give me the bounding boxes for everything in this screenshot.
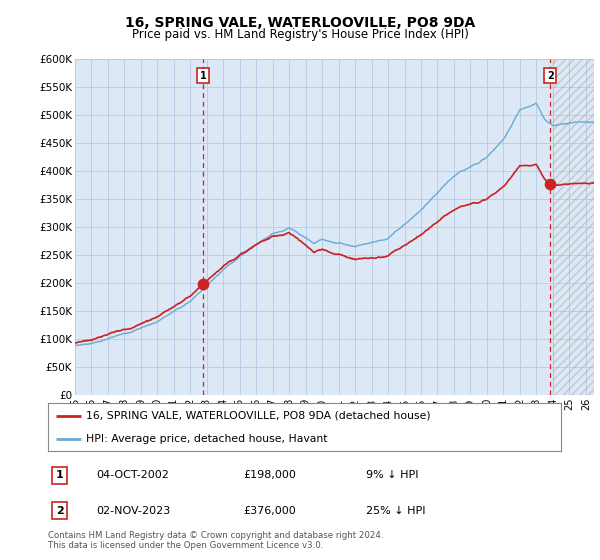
Text: 16, SPRING VALE, WATERLOOVILLE, PO8 9DA (detached house): 16, SPRING VALE, WATERLOOVILLE, PO8 9DA … (86, 410, 431, 421)
Text: 1: 1 (200, 71, 206, 81)
Text: 25% ↓ HPI: 25% ↓ HPI (366, 506, 425, 516)
Text: 2: 2 (56, 506, 64, 516)
Text: 16, SPRING VALE, WATERLOOVILLE, PO8 9DA: 16, SPRING VALE, WATERLOOVILLE, PO8 9DA (125, 16, 475, 30)
Text: £376,000: £376,000 (243, 506, 296, 516)
Text: 02-NOV-2023: 02-NOV-2023 (97, 506, 171, 516)
Point (545, 180, 555, 189)
Text: 9% ↓ HPI: 9% ↓ HPI (366, 470, 419, 480)
Text: 04-OCT-2002: 04-OCT-2002 (97, 470, 170, 480)
Text: 2: 2 (547, 71, 554, 81)
Text: HPI: Average price, detached house, Havant: HPI: Average price, detached house, Hava… (86, 435, 328, 445)
Text: Price paid vs. HM Land Registry's House Price Index (HPI): Price paid vs. HM Land Registry's House … (131, 28, 469, 41)
Text: £198,000: £198,000 (243, 470, 296, 480)
Text: 1: 1 (56, 470, 64, 480)
Text: Contains HM Land Registry data © Crown copyright and database right 2024.
This d: Contains HM Land Registry data © Crown c… (48, 530, 383, 550)
Point (198, 279, 208, 288)
